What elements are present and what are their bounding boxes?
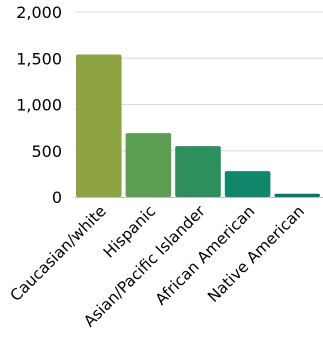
y-tick-label: 2,000 xyxy=(16,3,62,22)
x-tick-label: Native American xyxy=(204,202,308,306)
bar-2 xyxy=(175,146,221,197)
y-tick-label: 0 xyxy=(52,188,62,207)
y-tick-label: 1,500 xyxy=(16,49,62,68)
x-tick-label: Caucasian/white xyxy=(7,202,110,305)
y-axis-ticks: 2,000 1,500 1,000 500 0 xyxy=(16,3,62,207)
bar-4 xyxy=(274,193,320,197)
bars xyxy=(76,54,320,197)
bar-3 xyxy=(224,171,271,197)
y-tick-label: 1,000 xyxy=(16,96,62,115)
bar-1 xyxy=(125,133,172,197)
bar-0 xyxy=(76,54,122,197)
y-tick-label: 500 xyxy=(31,142,62,161)
